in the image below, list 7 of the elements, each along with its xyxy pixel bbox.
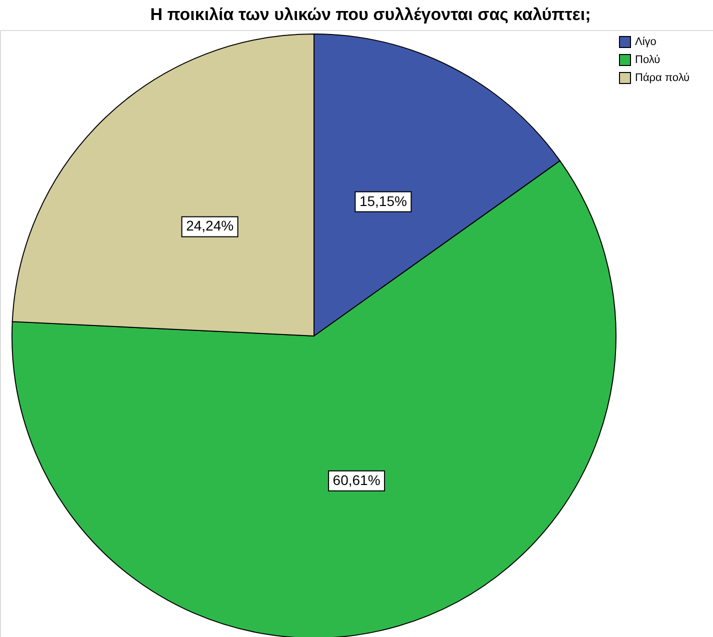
legend-label: Πάρα πολύ <box>635 72 690 84</box>
data-label: 60,61% <box>332 472 380 488</box>
legend-label: Πολύ <box>635 54 660 66</box>
legend-label: Λίγο <box>635 36 656 48</box>
data-label: 15,15% <box>359 192 407 209</box>
data-label: 24,24% <box>186 218 234 234</box>
chart-title: Η ποικιλία των υλικών που συλλέγονται σας καλύπτει; <box>150 5 591 24</box>
